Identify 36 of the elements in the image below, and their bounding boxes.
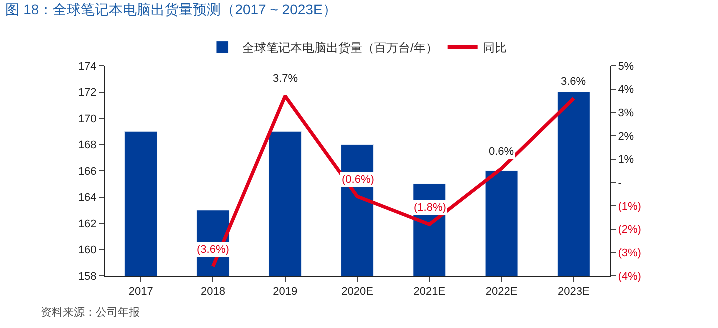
y2-tick-label: 4% [618,84,634,96]
y2-tick-label: 5% [618,60,634,73]
y2-tick-label: 2% [618,130,634,143]
x-tick-label: 2018 [200,286,226,298]
legend-label: 同比 [482,40,507,55]
y-tick-label: 168 [78,140,97,152]
data-label: 0.6% [489,146,514,158]
data-label: (0.6%) [342,174,374,186]
legend-label: 全球笔记本电脑出货量（百万台/年） [242,40,438,55]
y-tick-label: 166 [78,166,97,178]
y2-tick-label: 1% [618,154,634,166]
chart-title: 图 18：全球笔记本电脑出货量预测（2017 ~ 2023E） [6,2,337,18]
x-tick-label: 2022E [486,286,518,298]
data-label: 3.7% [273,73,298,85]
y2-tick-label: (2%) [618,224,642,236]
y-tick-label: 162 [78,218,97,230]
y-tick-label: 170 [78,113,97,126]
x-tick-label: 2019 [273,286,298,298]
y-tick-label: 174 [78,60,97,73]
y2-tick-label: (3%) [618,248,642,260]
x-tick-label: 2017 [128,286,154,298]
y2-tick-label: 3% [618,108,634,120]
y-tick-label: 164 [78,192,97,204]
y-tick-label: 172 [78,87,97,100]
x-tick-label: 2021E [414,286,446,298]
data-label: (1.8%) [414,202,446,214]
y-tick-label: 160 [78,244,97,257]
y2-tick-label: - [618,178,622,190]
data-label: 3.6% [561,76,586,88]
y-tick-label: 158 [78,270,97,283]
y2-tick-label: (4%) [618,270,642,283]
y2-tick-label: (1%) [618,200,642,213]
data-label: (3.6%) [197,244,230,256]
x-tick-label: 2023E [558,286,590,298]
x-tick-label: 2020E [342,286,374,298]
text: 资料来源：公司年报 [41,306,140,319]
